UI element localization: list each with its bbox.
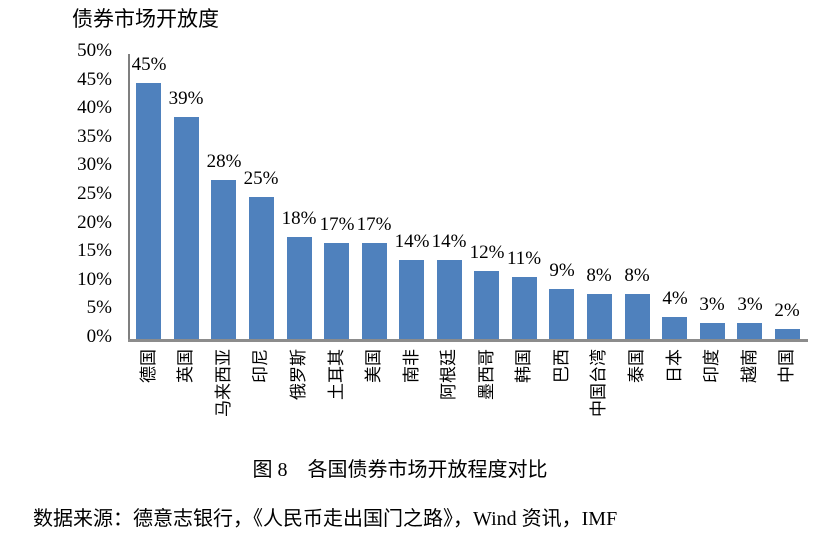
bar-中国台湾 [587,294,612,340]
y-tick-label: 50% [77,40,112,61]
x-category-label: 德国 [138,349,172,449]
bar-value-label: 14% [431,231,467,252]
bar-印尼 [249,197,274,340]
x-category-label: 韩国 [513,349,547,449]
bar-value-label: 28% [206,151,242,172]
y-tick-label: 40% [77,97,112,119]
bar-土耳其 [324,243,349,340]
x-category-label-text: 土耳其 [327,349,346,400]
bar-value-label: 39% [168,88,204,109]
x-category-label: 美国 [363,349,397,449]
x-category-label-text: 中国 [777,349,796,383]
x-category-label: 巴西 [551,349,585,449]
y-tick-label: 20% [77,211,112,233]
figure-caption: 图 8 各国债券市场开放程度对比 [252,459,548,481]
bar-value-label: 3% [699,294,725,315]
bar-value-label: 14% [394,231,430,252]
bar-德国 [136,83,161,340]
x-category-label-text: 美国 [364,349,383,383]
y-tick-label: 5% [86,297,112,319]
bar-南非 [399,260,424,340]
bar-value-label: 17% [356,214,392,235]
x-category-label-text: 日本 [665,349,684,383]
x-category-label-text: 中国台湾 [589,349,608,417]
bar-value-label: 18% [281,208,317,229]
y-tick-label: 45% [77,68,112,90]
x-axis-line [128,339,808,342]
bar-value-label: 17% [319,214,355,235]
x-category-label: 南非 [401,349,435,449]
plot-area: 45% 39% 28% 25% 18% 17% 17% 14% 14% 12% 11% 9% 8% 8% 4… [128,54,808,342]
bar-日本 [662,317,687,340]
bar-泰国 [625,294,650,340]
x-category-label: 中国 [776,349,810,449]
x-category-label-text: 印尼 [251,349,270,383]
bar-value-label: 12% [469,242,505,263]
x-category-label-text: 泰国 [627,349,646,383]
x-category-label-text: 德国 [139,349,158,383]
bar-value-label: 9% [549,260,575,281]
bar-value-label: 8% [586,265,612,286]
bar-value-label: 25% [243,168,279,189]
bar-美国 [362,243,387,340]
bar-value-label: 3% [737,294,763,315]
x-category-label: 泰国 [626,349,660,449]
bar-巴西 [549,289,574,340]
x-category-label-text: 韩国 [514,349,533,383]
bar-value-label: 2% [774,300,800,321]
bar-墨西哥 [474,271,499,340]
chart-title: 债券市场开放度 [72,7,219,31]
x-category-label: 英国 [175,349,209,449]
x-category-label: 越南 [739,349,773,449]
y-axis-line [128,54,130,342]
y-tick-label: 15% [77,240,112,262]
x-category-label-text: 俄罗斯 [289,349,308,400]
bar-印度 [700,323,725,340]
y-tick-label: 30% [77,154,112,176]
bar-俄罗斯 [287,237,312,340]
x-category-label-text: 墨西哥 [477,349,496,400]
x-category-label-text: 阿根廷 [439,349,458,400]
x-category-label-text: 巴西 [552,349,571,383]
bar-value-label: 45% [131,54,167,75]
bar-中国 [775,329,800,340]
x-category-label-text: 英国 [176,349,195,383]
y-tick-label: 0% [86,326,112,347]
x-category-label-text: 马来西亚 [214,349,233,417]
bar-阿根廷 [437,260,462,340]
bar-越南 [737,323,762,340]
bar-value-label: 8% [624,265,650,286]
bar-英国 [174,117,199,340]
x-category-label: 印尼 [250,349,284,449]
bar-value-label: 11% [506,248,542,269]
y-tick-label: 25% [77,183,112,204]
x-category-label-text: 印度 [702,349,721,383]
x-category-label-text: 越南 [740,349,759,383]
bar-马来西亚 [211,180,236,340]
data-source-line: 数据来源：德意志银行，《人民币走出国门之路》，Wind 资讯，IMF [33,508,618,530]
bar-value-label: 4% [662,288,688,309]
x-category-label: 印度 [701,349,735,449]
y-tick-label: 10% [77,268,112,290]
x-category-label: 日本 [664,349,698,449]
x-category-label-text: 南非 [402,349,421,383]
y-tick-label: 35% [77,125,112,147]
bar-韩国 [512,277,537,340]
